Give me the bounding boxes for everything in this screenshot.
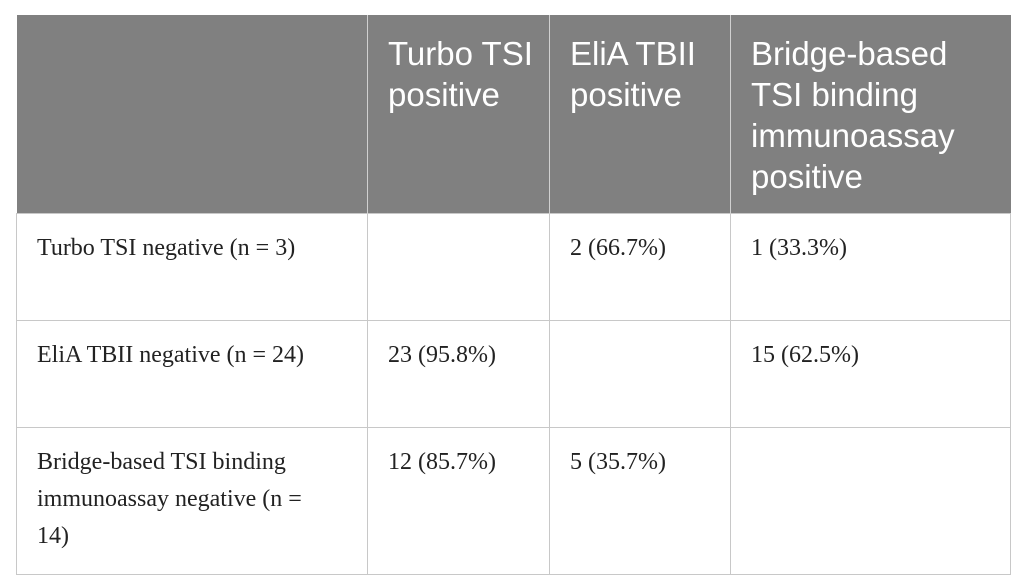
table-row: Turbo TSI negative (n = 3) 2 (66.7%) 1 (33…: [16, 213, 1011, 321]
comparison-table: Turbo TSI positive EliA TBII positive Br…: [16, 15, 1011, 575]
column-header: Turbo TSI positive: [367, 15, 550, 214]
row-label: EliA TBII negative (n = 24): [16, 320, 368, 428]
table-cell: 5 (35.7%): [549, 427, 731, 575]
table-cell: 12 (85.7%): [367, 427, 550, 575]
table-cell: [730, 427, 1011, 575]
header-row: Turbo TSI positive EliA TBII positive Br…: [16, 15, 1011, 214]
table-row: Bridge-based TSI binding immunoassay neg…: [16, 427, 1011, 575]
column-header: EliA TBII positive: [549, 15, 731, 214]
row-label: Bridge-based TSI binding immunoassay neg…: [16, 427, 368, 575]
table-cell: 15 (62.5%): [730, 320, 1011, 428]
row-label: Turbo TSI negative (n = 3): [16, 213, 368, 321]
header-corner: [16, 15, 368, 214]
table-cell: 2 (66.7%): [549, 213, 731, 321]
table-body: Turbo TSI negative (n = 3) 2 (66.7%) 1 (33…: [16, 213, 1011, 575]
table-cell: [367, 213, 550, 321]
table-cell: 23 (95.8%): [367, 320, 550, 428]
table-cell: [549, 320, 731, 428]
table-row: EliA TBII negative (n = 24) 23 (95.8%) 15 …: [16, 320, 1011, 428]
table-cell: 1 (33.3%): [730, 213, 1011, 321]
column-header: Bridge-based TSI binding immunoassay pos…: [730, 15, 1011, 214]
